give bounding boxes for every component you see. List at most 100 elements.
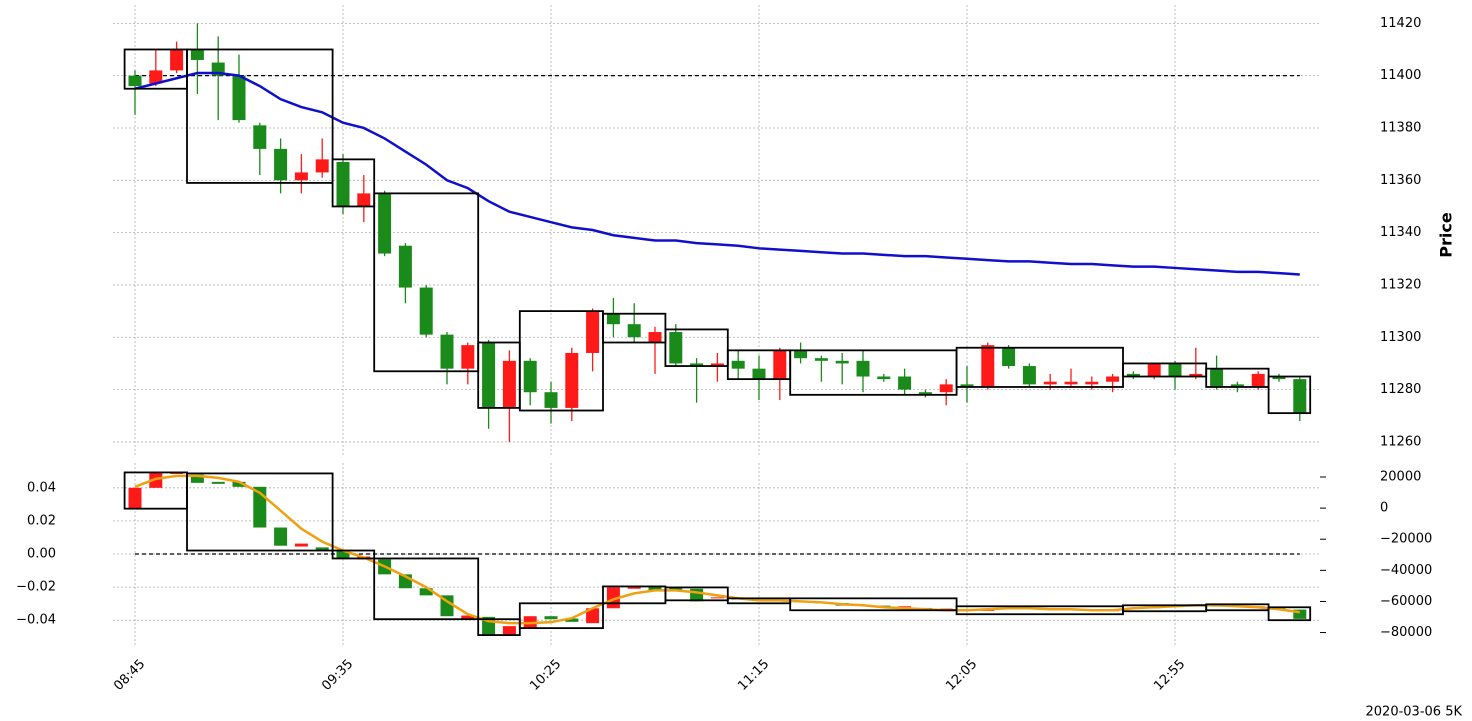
candle-body: [461, 615, 475, 619]
candle-body: [565, 352, 579, 408]
candle-body: [253, 125, 267, 149]
candle-body: [877, 376, 891, 380]
candle-body: [149, 472, 163, 488]
candle-body: [440, 334, 454, 369]
x-tick-label: 08:45: [111, 657, 148, 694]
candle-body: [648, 586, 662, 591]
candle-body: [565, 618, 579, 622]
candle-body: [232, 481, 246, 487]
candle-body: [627, 586, 641, 589]
candle-body: [710, 363, 724, 367]
candle-body: [211, 481, 225, 484]
y-tick-label: 11320: [1380, 277, 1421, 292]
y-tick-label: 11280: [1380, 382, 1421, 397]
candle-body: [710, 597, 724, 599]
range-box: [1267, 375, 1312, 415]
y-tick-label: 11380: [1380, 120, 1421, 135]
y-tick-label: 11360: [1380, 173, 1421, 188]
range-box: [186, 48, 334, 184]
candle-body: [981, 345, 995, 387]
candle-body: [274, 527, 288, 546]
candle-body: [274, 148, 288, 181]
candle-body: [898, 606, 912, 608]
candle-body: [1251, 373, 1265, 387]
candle-body: [1126, 373, 1140, 377]
candle-body: [731, 360, 745, 369]
candle-body: [1210, 368, 1224, 387]
candle-body: [315, 159, 329, 173]
candle-body: [690, 363, 704, 367]
y-tick-label: 0.02: [27, 513, 56, 528]
x-tick-label: 12:05: [943, 657, 980, 694]
candle-body: [232, 75, 246, 121]
range-box: [373, 557, 480, 621]
candle-body: [586, 311, 600, 353]
candle-body: [190, 49, 204, 60]
candle-body: [918, 392, 932, 395]
candle-body: [1022, 366, 1036, 385]
candle-body: [544, 616, 558, 620]
candle-body: [294, 543, 308, 547]
candle-body: [398, 245, 412, 288]
candle-body: [419, 287, 433, 335]
range-box: [1267, 606, 1312, 622]
y2-tick-label: −80000: [1380, 625, 1432, 640]
y-tick-label: 11400: [1380, 68, 1421, 83]
candle-body: [898, 376, 912, 390]
candle-body: [586, 608, 600, 624]
candle-body: [1293, 379, 1307, 414]
y2-tick-label: −20000: [1380, 532, 1432, 547]
annotation: 2020-03-06 5K: [1366, 705, 1463, 720]
candle-body: [1230, 384, 1244, 387]
candle-body: [814, 358, 828, 361]
y-axis-label: Price: [1437, 212, 1456, 258]
candle-body: [1043, 381, 1057, 385]
y-tick-label: 11300: [1380, 330, 1421, 345]
candle-body: [939, 384, 953, 393]
range-box: [518, 602, 604, 630]
candle-body: [606, 313, 620, 325]
candle-body: [1168, 363, 1182, 377]
y-tick-label: 11260: [1380, 434, 1421, 449]
candle-body: [357, 193, 371, 207]
candle-body: [794, 350, 808, 359]
range-box: [331, 549, 376, 560]
candle-body: [170, 49, 184, 71]
candle-body: [1002, 347, 1016, 367]
range-box: [373, 192, 480, 373]
y-tick-label: −0.04: [16, 613, 56, 628]
x-tick-label: 11:15: [735, 657, 772, 694]
candle-body: [544, 392, 558, 408]
candle-body: [1147, 363, 1161, 377]
range-box: [186, 472, 334, 552]
candle-body: [1189, 373, 1203, 377]
candle-body: [294, 172, 308, 181]
candle-body: [523, 360, 537, 393]
candle-body: [1064, 381, 1078, 385]
candle-body: [315, 547, 329, 551]
candle-body: [419, 588, 433, 596]
candle-body: [1293, 609, 1307, 619]
candle-body: [669, 332, 683, 364]
candle-body: [149, 70, 163, 84]
candle-body: [1106, 376, 1120, 382]
candle-body: [1272, 376, 1286, 380]
x-tick-label: 10:25: [527, 657, 564, 694]
candle-body: [482, 342, 496, 408]
candle-body: [336, 161, 350, 207]
range-box: [664, 328, 729, 367]
candle-body: [502, 360, 516, 408]
y-tick-label: 0.04: [27, 480, 56, 495]
candle-body: [856, 360, 870, 377]
candle-body: [128, 487, 142, 510]
range-box: [602, 312, 667, 344]
x-tick-label: 12:55: [1151, 657, 1188, 694]
candle-body: [648, 332, 662, 343]
x-tick-label: 09:35: [319, 657, 356, 694]
y-tick-label: −0.02: [16, 580, 56, 595]
candle-body: [1085, 381, 1099, 385]
candle-body: [773, 350, 787, 380]
candle-body: [190, 474, 204, 483]
moving-average: [134, 474, 1300, 625]
